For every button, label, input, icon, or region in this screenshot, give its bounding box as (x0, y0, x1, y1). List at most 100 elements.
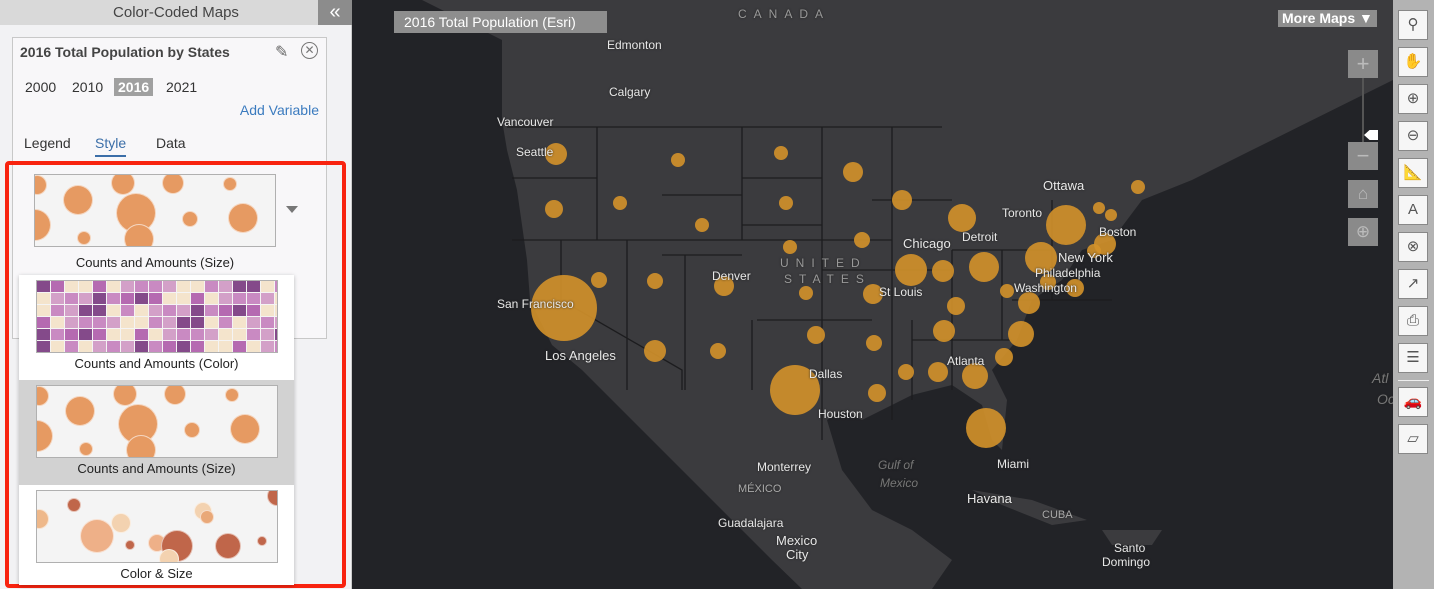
population-bubble[interactable] (962, 363, 988, 389)
population-bubble[interactable] (644, 340, 666, 362)
thumbnail-cell (135, 317, 148, 328)
population-bubble[interactable] (843, 162, 863, 182)
thumbnail-cell (275, 329, 277, 340)
label-toronto: Toronto (1002, 206, 1043, 220)
thumbnail-circle (184, 422, 200, 438)
population-bubble[interactable] (591, 272, 607, 288)
close-icon[interactable]: ✕ (301, 42, 318, 59)
population-bubble[interactable] (947, 297, 965, 315)
text-label-button[interactable]: A (1398, 195, 1428, 225)
population-bubble[interactable] (928, 362, 948, 382)
tab-data[interactable]: Data (156, 135, 186, 151)
zoom-in-button[interactable]: + (1348, 50, 1378, 78)
zoom-out-button[interactable]: − (1348, 142, 1378, 170)
home-button[interactable]: ⌂ (1348, 180, 1378, 208)
thumbnail-circle (80, 519, 114, 553)
population-bubble[interactable] (1008, 321, 1034, 347)
thumbnail-circle (37, 386, 49, 406)
population-bubble[interactable] (898, 364, 914, 380)
list-button[interactable]: ☰ (1398, 343, 1428, 373)
population-bubble[interactable] (1087, 244, 1101, 258)
tab-style[interactable]: Style (95, 135, 127, 157)
population-bubble[interactable] (932, 260, 954, 282)
dropdown-arrow-icon[interactable] (286, 206, 298, 213)
population-bubble[interactable] (868, 384, 886, 402)
population-bubble[interactable] (895, 254, 927, 286)
current-style-thumbnail[interactable] (34, 174, 276, 247)
population-bubble[interactable] (714, 276, 734, 296)
more-maps-button[interactable]: More Maps ▼ (1278, 10, 1377, 27)
population-bubble[interactable] (671, 153, 685, 167)
population-bubble[interactable] (1066, 279, 1084, 297)
population-bubble[interactable] (933, 320, 955, 342)
zoom-out-tool-button[interactable]: ⊖ (1398, 121, 1428, 151)
population-bubble[interactable] (613, 196, 627, 210)
style-option-color-size[interactable]: Color & Size (19, 485, 294, 585)
tab-legend[interactable]: Legend (24, 135, 71, 151)
zoom-slider-track[interactable] (1362, 78, 1364, 142)
population-bubble[interactable] (779, 196, 793, 210)
option-label: Color & Size (120, 566, 193, 581)
population-bubble[interactable] (710, 343, 726, 359)
population-bubble[interactable] (995, 348, 1013, 366)
population-bubble[interactable] (966, 408, 1006, 448)
thumbnail-circle (228, 203, 258, 233)
home-icon: ⌂ (1357, 184, 1369, 203)
population-bubble[interactable] (1040, 274, 1056, 290)
population-bubble[interactable] (892, 190, 912, 210)
map-view[interactable]: CANADA Edmonton Calgary Vancouver Seattl… (352, 0, 1393, 589)
year-2000[interactable]: 2000 (25, 79, 57, 95)
population-bubble[interactable] (1018, 292, 1040, 314)
year-2021[interactable]: 2021 (166, 79, 198, 95)
population-bubble[interactable] (545, 200, 563, 218)
left-panel: Color-Coded Maps « 2016 Total Population… (0, 0, 352, 589)
collapse-panel-button[interactable]: « (318, 0, 352, 25)
population-bubble[interactable] (531, 275, 597, 341)
locate-button[interactable]: ⊕ (1348, 218, 1378, 246)
thumbnail-circle (162, 175, 184, 194)
thumbnail-cell (177, 341, 190, 352)
year-2016[interactable]: 2016 (114, 78, 154, 96)
population-bubble[interactable] (695, 218, 709, 232)
year-2010[interactable]: 2010 (72, 79, 104, 95)
population-bubble[interactable] (1000, 284, 1014, 298)
population-bubble[interactable] (545, 143, 567, 165)
traffic-button[interactable]: 🚗 (1398, 387, 1428, 417)
pencil-icon[interactable]: ✎ (275, 44, 289, 61)
population-bubble[interactable] (969, 252, 999, 282)
population-bubble[interactable] (948, 204, 976, 232)
measure-button[interactable]: 📐 (1398, 158, 1428, 188)
thumbnail-circle (125, 540, 135, 550)
thumbnail-cell (275, 293, 277, 304)
population-bubble[interactable] (863, 284, 883, 304)
note-button[interactable]: ▱ (1398, 424, 1428, 454)
zoom-slider-handle[interactable] (1364, 130, 1378, 140)
marker-button[interactable]: ⚲ (1398, 10, 1428, 40)
population-bubble[interactable] (1131, 180, 1145, 194)
add-variable-link[interactable]: Add Variable (239, 102, 319, 118)
population-bubble[interactable] (783, 240, 797, 254)
population-bubble[interactable] (807, 326, 825, 344)
thumbnail-cell (247, 293, 260, 304)
population-bubble[interactable] (1093, 202, 1105, 214)
population-bubble[interactable] (799, 286, 813, 300)
population-bubble[interactable] (770, 365, 820, 415)
population-bubble[interactable] (1025, 242, 1057, 274)
thumbnail-cell (247, 329, 260, 340)
clear-button[interactable]: ⊗ (1398, 232, 1428, 262)
thumbnail-cell (79, 341, 92, 352)
population-bubble[interactable] (1105, 209, 1117, 221)
label-united: UNITED (780, 256, 867, 270)
thumbnail-cell (177, 305, 190, 316)
pdf-export-button[interactable]: ⎙ (1398, 306, 1428, 336)
population-bubble[interactable] (866, 335, 882, 351)
population-bubble[interactable] (647, 273, 663, 289)
style-option-size[interactable]: Counts and Amounts (Size) (19, 380, 294, 485)
style-option-color[interactable]: Counts and Amounts (Color) (19, 275, 294, 378)
share-button[interactable]: ↗ (1398, 269, 1428, 299)
population-bubble[interactable] (1046, 205, 1086, 245)
population-bubble[interactable] (774, 146, 788, 160)
pan-button[interactable]: ✋ (1398, 47, 1428, 77)
zoom-in-tool-button[interactable]: ⊕ (1398, 84, 1428, 114)
population-bubble[interactable] (854, 232, 870, 248)
